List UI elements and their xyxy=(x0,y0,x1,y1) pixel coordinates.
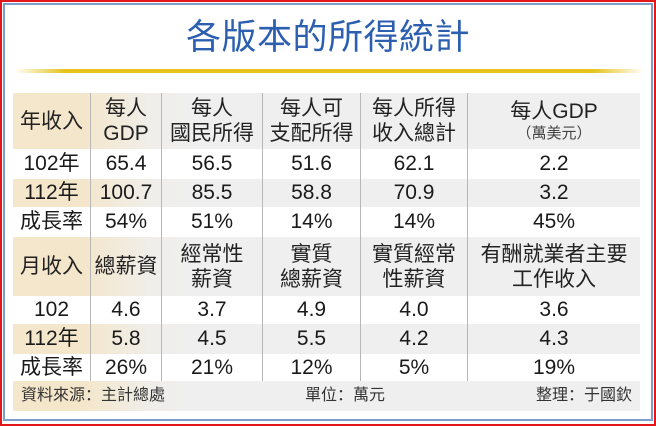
header-text: 年收入 xyxy=(20,109,83,133)
table-row: 102年 65.4 56.5 51.6 62.1 2.2 xyxy=(13,149,640,179)
header-text: 總薪資 xyxy=(94,255,158,278)
row-label: 102 xyxy=(33,298,70,321)
row-label: 112年 xyxy=(24,181,79,204)
table-cell: 70.9 xyxy=(360,179,467,207)
table-cell: 3.7 xyxy=(161,296,262,324)
table-cell: 85.5 xyxy=(161,179,262,207)
header-real-regular-wage: 實質經常 性薪資 xyxy=(360,237,467,296)
header-regular-wage: 經常性 薪資 xyxy=(161,237,262,296)
header-text: GDP xyxy=(103,122,149,145)
table-cell: 14% xyxy=(360,207,467,237)
header-text: 月收入 xyxy=(20,255,83,278)
header-disposable-income: 每人可 支配所得 xyxy=(262,93,360,149)
header-text: 支配所得 xyxy=(269,122,354,145)
header-text: 每人可 xyxy=(280,97,343,120)
header-text: 每人 xyxy=(105,97,147,120)
annual-header-label: 年收入 xyxy=(13,93,90,149)
page-title: 各版本的所得統計 xyxy=(185,18,470,57)
header-text: 有酬就業者主要 xyxy=(480,242,628,266)
header-national-income: 每人 國民所得 xyxy=(161,93,262,149)
table-cell: 4.0 xyxy=(360,296,467,324)
table-cell: 4.3 xyxy=(467,324,640,354)
header-gdp-usd: 每人GDP （萬美元） xyxy=(467,93,640,149)
table-cell: 5% xyxy=(360,354,467,381)
row-label: 成長率 xyxy=(20,355,83,379)
table-cell: 19% xyxy=(467,354,640,381)
table-cell: 26% xyxy=(90,354,161,381)
editor-credit: 整理：于國欽 xyxy=(535,387,632,404)
table-cell: 56.5 xyxy=(161,149,262,179)
row-label: 112年 xyxy=(24,327,79,350)
table-cell: 4.6 xyxy=(90,296,161,324)
footer-bar: 資料來源：主計總處 單位：萬元 整理：于國欽 xyxy=(13,381,640,411)
table-cell: 21% xyxy=(161,354,262,381)
title-underline xyxy=(14,69,644,73)
header-gdp-per-capita: 每人 GDP xyxy=(90,93,161,149)
unit-note: 單位：萬元 xyxy=(305,387,386,404)
row-label: 102年 xyxy=(23,152,80,175)
table-cell: 5.5 xyxy=(262,324,360,354)
table-cell: 65.4 xyxy=(90,149,161,179)
table-cell: 62.1 xyxy=(360,149,467,179)
table-cell: 3.6 xyxy=(467,296,640,324)
row-label: 成長率 xyxy=(20,210,83,233)
header-text: 收入總計 xyxy=(372,122,456,145)
table-cell: 2.2 xyxy=(467,149,640,179)
annual-header-row: 年收入 每人 GDP 每人 國民所得 每人可 支配所得 每人所得 收入總計 每人… xyxy=(13,93,640,149)
table-cell: 4.9 xyxy=(262,296,360,324)
table-cell: 14% xyxy=(262,207,360,237)
source-note: 資料來源：主計總處 xyxy=(21,387,166,404)
header-text: 經常性 xyxy=(180,242,244,266)
header-total-income: 每人所得 收入總計 xyxy=(360,93,467,149)
monthly-header-row: 月收入 總薪資 經常性 薪資 實質 總薪資 實質經常 性薪資 有酬就業者主要 工… xyxy=(13,237,640,296)
table-row: 成長率 54% 51% 14% 14% 45% xyxy=(13,207,640,237)
header-text: 薪資 xyxy=(191,267,233,291)
header-total-wage: 總薪資 xyxy=(90,237,161,296)
table-row: 112年 100.7 85.5 58.8 70.9 3.2 xyxy=(13,179,640,207)
table-cell: 54% xyxy=(90,207,161,237)
header-text: 實質 xyxy=(290,242,333,266)
header-text: 國民所得 xyxy=(170,122,254,145)
table-cell: 4.2 xyxy=(360,324,467,354)
monthly-header-label: 月收入 xyxy=(13,237,90,296)
table-cell: 4.5 xyxy=(161,324,262,354)
header-text: 性薪資 xyxy=(382,267,446,291)
header-text: 每人所得 xyxy=(372,97,456,120)
table-cell: 51% xyxy=(161,207,262,237)
inner-frame xyxy=(3,3,653,421)
header-text: 總薪資 xyxy=(280,267,343,291)
table-row: 成長率 26% 21% 12% 5% 19% xyxy=(13,354,640,381)
header-real-total-wage: 實質 總薪資 xyxy=(262,237,360,296)
header-text: 工作收入 xyxy=(512,267,596,291)
table-cell: 100.7 xyxy=(90,179,161,207)
table-cell: 58.8 xyxy=(262,179,360,207)
table-row: 112年 5.8 4.5 5.5 4.2 4.3 xyxy=(13,324,640,354)
table-cell: 12% xyxy=(262,354,360,381)
header-main-job-income: 有酬就業者主要 工作收入 xyxy=(467,237,640,296)
table-cell: 45% xyxy=(467,207,640,237)
table-cell: 3.2 xyxy=(467,179,640,207)
table-cell: 5.8 xyxy=(90,324,161,354)
header-text: 每人GDP xyxy=(510,99,598,123)
header-text: 實質經常 xyxy=(372,242,456,266)
header-unit: （萬美元） xyxy=(516,124,592,142)
table-row: 102 4.6 3.7 4.9 4.0 3.6 xyxy=(13,296,640,324)
header-text: 每人 xyxy=(191,97,233,120)
table-cell: 51.6 xyxy=(262,149,360,179)
